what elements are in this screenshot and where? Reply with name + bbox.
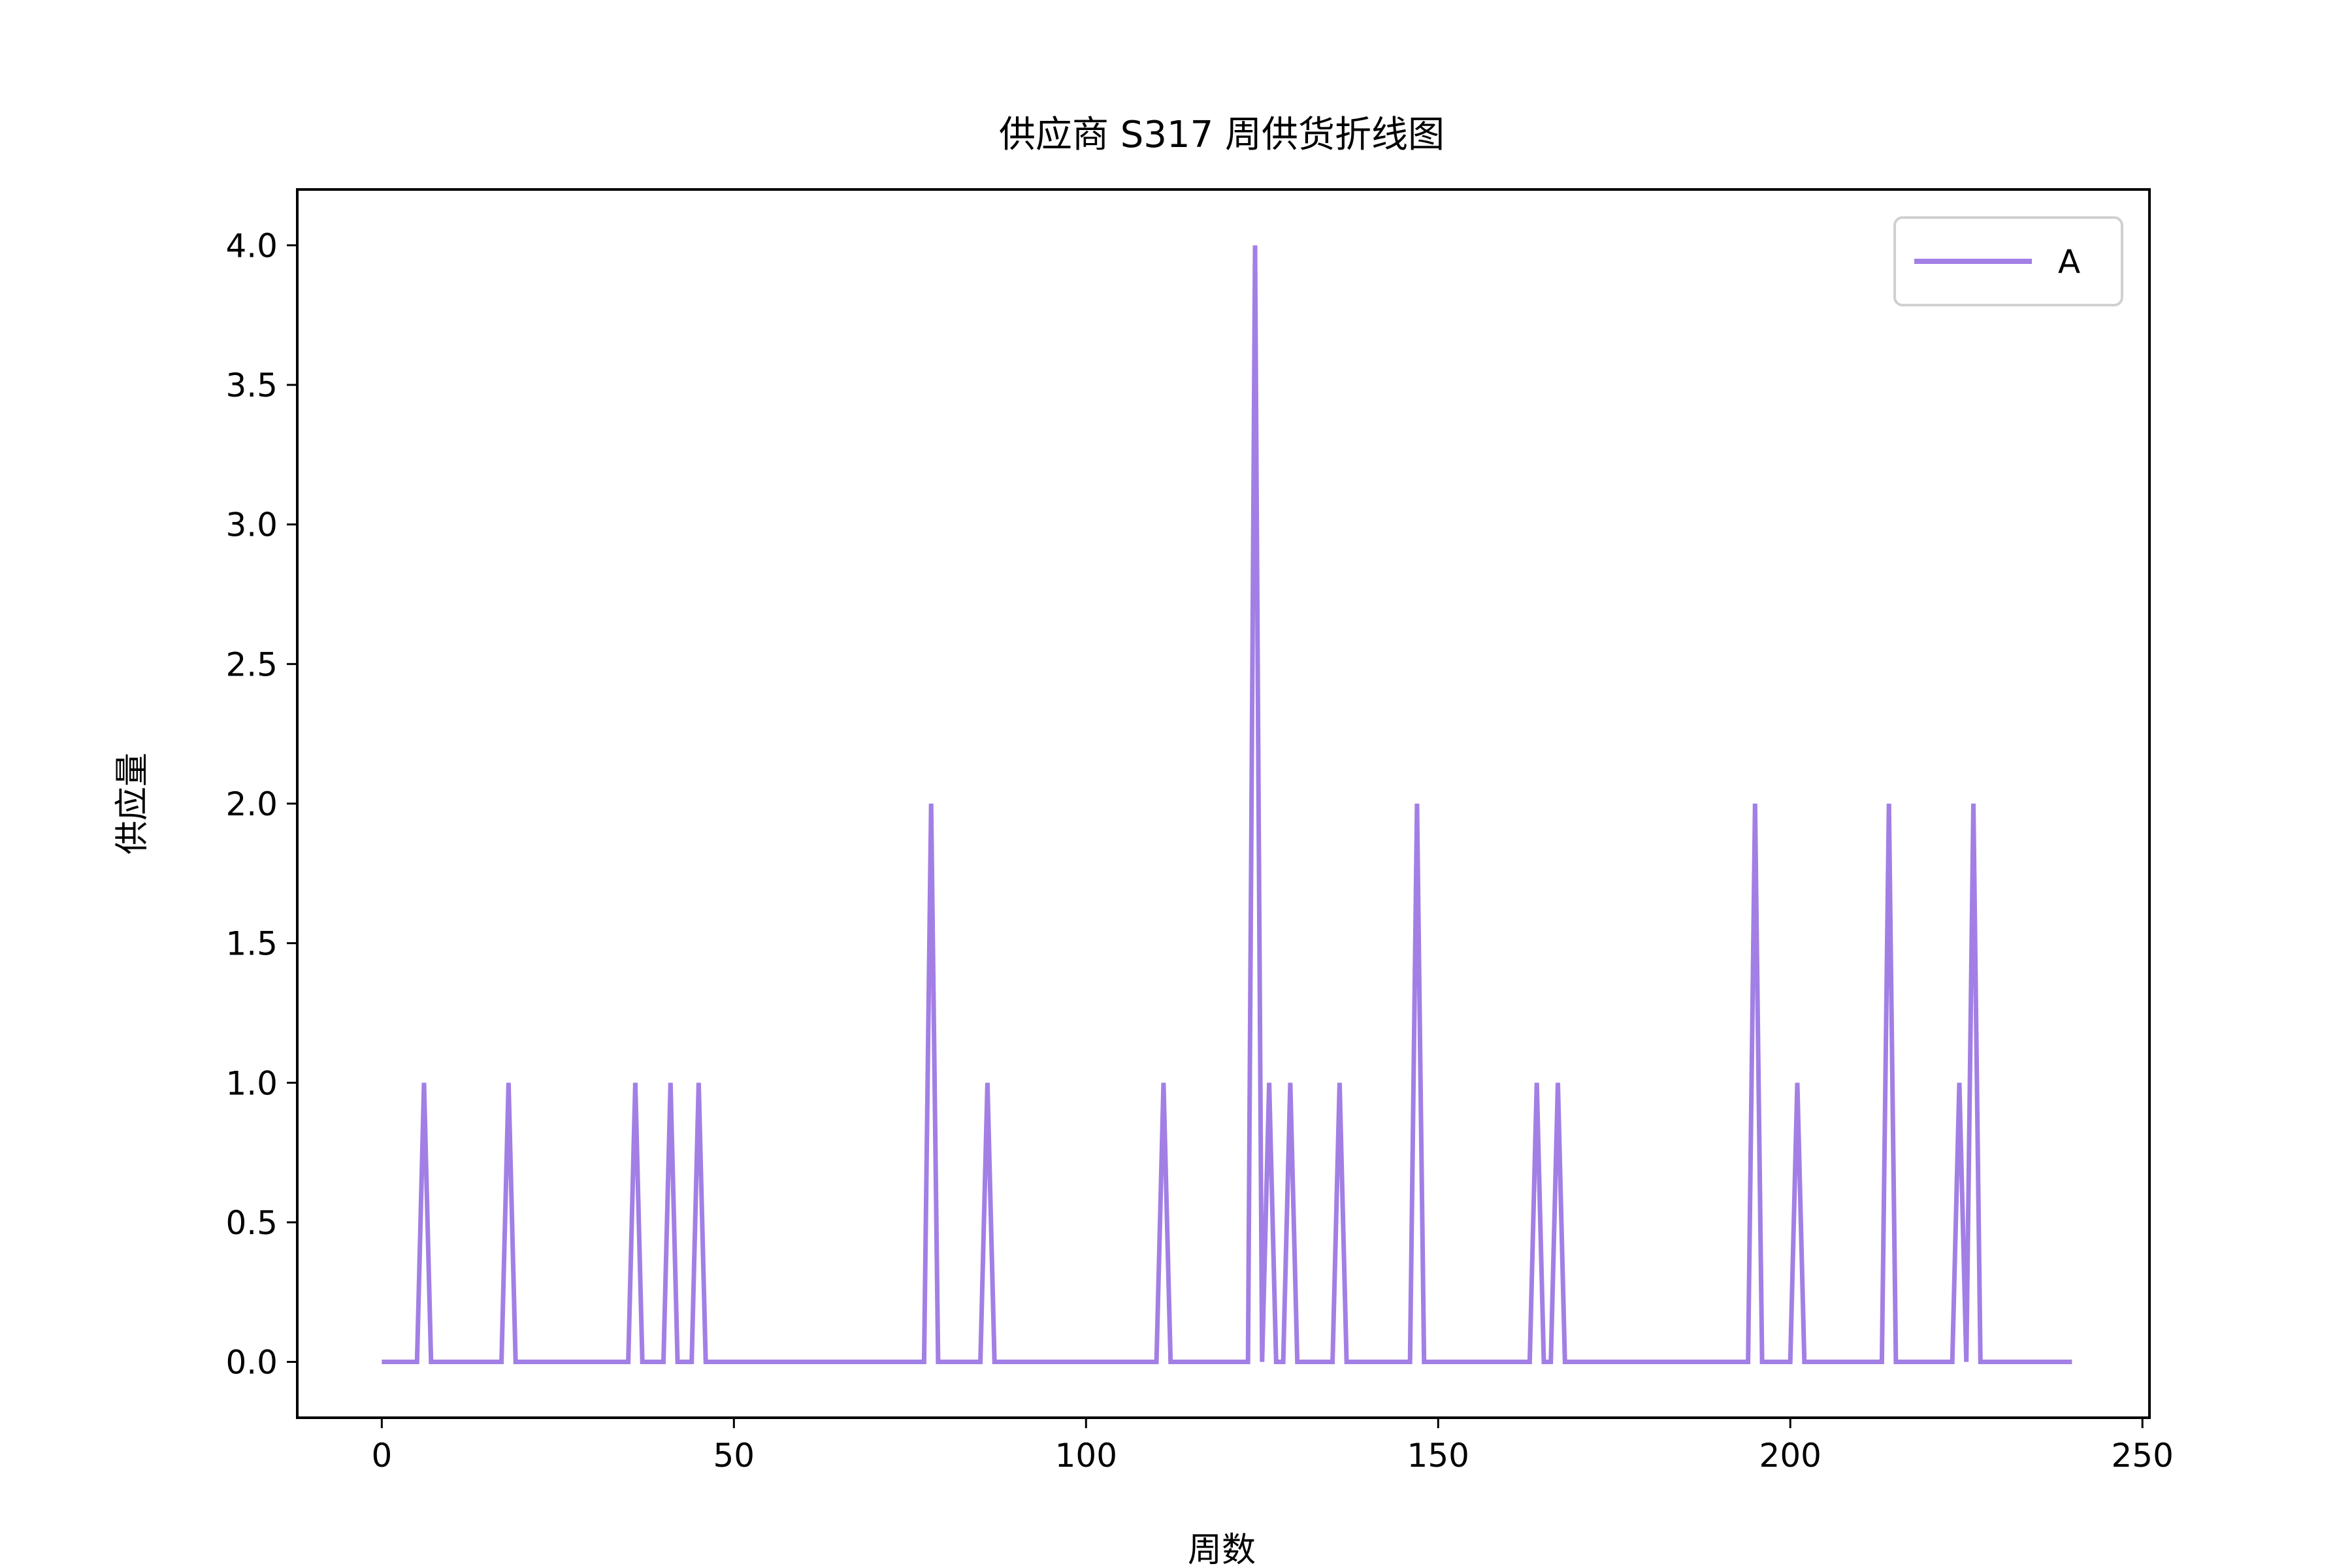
y-tick-label: 3.5 [225, 367, 278, 404]
legend-label-a: A [2058, 243, 2080, 281]
x-tick-label: 50 [713, 1437, 755, 1475]
series-line-a [382, 245, 2072, 1364]
y-tick-label: 1.0 [225, 1064, 278, 1102]
x-axis-label: 周数 [1188, 1531, 1256, 1568]
x-tick-label: 100 [1055, 1437, 1117, 1475]
x-axis: 0 50 100 150 200 250 [371, 1418, 2174, 1475]
y-tick-label: 0.5 [225, 1204, 278, 1242]
y-tick-label: 2.5 [225, 645, 278, 683]
y-tick-label: 4.0 [225, 227, 278, 265]
series-layer [382, 245, 2072, 1364]
y-axis: 0.0 0.5 1.0 1.5 2.0 2.5 3.0 3.5 4.0 [225, 227, 297, 1382]
x-tick-label: 0 [371, 1437, 392, 1475]
y-axis-label: 供应量 [113, 753, 152, 855]
x-tick-label: 250 [2112, 1437, 2174, 1475]
y-tick-label: 2.0 [225, 785, 278, 823]
x-tick-label: 200 [1759, 1437, 1821, 1475]
legend: A [1893, 216, 2123, 306]
y-tick-label: 1.5 [225, 925, 278, 963]
chart-title: 供应商 S317 周供货折线图 [999, 114, 1445, 156]
y-tick-label: 3.0 [225, 506, 278, 544]
y-tick-label: 0.0 [225, 1344, 278, 1382]
x-tick-label: 150 [1407, 1437, 1469, 1475]
